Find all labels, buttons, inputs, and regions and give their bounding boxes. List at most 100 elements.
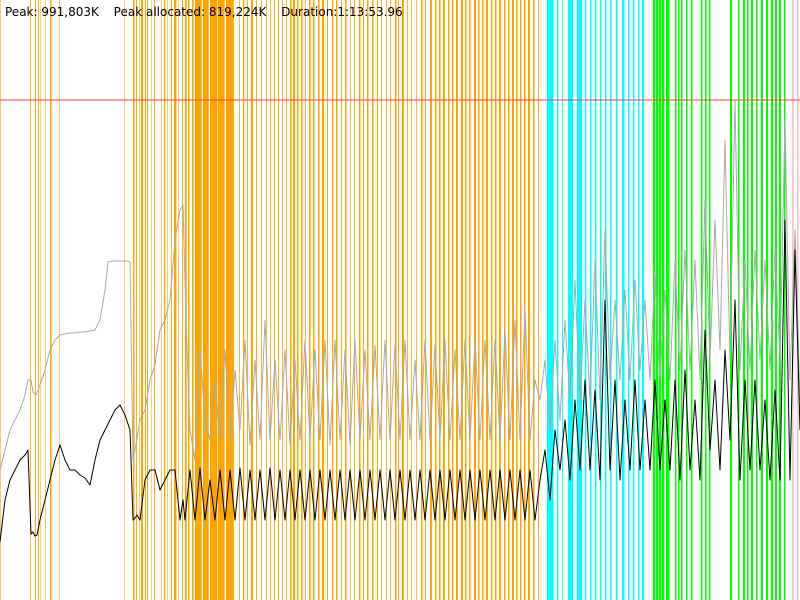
- orange-band-50: [309, 0, 311, 600]
- orange-band-76: [425, 0, 426, 600]
- orange-band-21: [174, 0, 177, 600]
- orange-band-82: [452, 0, 454, 600]
- cyan-band-1: [557, 0, 559, 600]
- cyan-band-13: [628, 0, 630, 600]
- orange-band-31: [226, 0, 234, 600]
- orange-band-101: [533, 0, 535, 600]
- orange-band-42: [278, 0, 279, 600]
- orange-band-74: [416, 0, 417, 600]
- orange-band-39: [266, 0, 267, 600]
- orange-band-41: [274, 0, 275, 600]
- orange-band-28: [203, 0, 209, 600]
- green-band-22: [775, 0, 777, 600]
- orange-band-30: [218, 0, 225, 600]
- orange-band-9: [133, 0, 135, 600]
- series-lines: [0, 99, 800, 543]
- green-band-4: [666, 0, 670, 600]
- orange-band-98: [520, 0, 522, 600]
- peak-label: Peak: 991,803K: [5, 5, 99, 19]
- orange-band-90: [486, 0, 488, 600]
- orange-band-8: [124, 0, 125, 600]
- orange-band-34: [243, 0, 245, 600]
- cyan-band-11: [616, 0, 618, 600]
- orange-band-25: [188, 0, 190, 600]
- orange-band-13: [145, 0, 146, 600]
- cyan-band-8: [600, 0, 602, 600]
- orange-band-3: [38, 0, 39, 600]
- orange-band-17: [161, 0, 162, 600]
- orange-band-102: [538, 0, 539, 600]
- orange-band-68: [390, 0, 391, 600]
- orange-band-5: [45, 0, 46, 600]
- green-band-7: [681, 0, 683, 600]
- cyan-band-12: [622, 0, 625, 600]
- orange-band-4: [40, 0, 41, 600]
- orange-band-58: [345, 0, 347, 600]
- orange-band-92: [495, 0, 497, 600]
- orange-band-35: [247, 0, 248, 600]
- orange-band-32: [233, 0, 234, 600]
- pink-band-1: [797, 0, 799, 600]
- cyan-band-2: [562, 0, 563, 600]
- green-band-16: [747, 0, 749, 600]
- orange-band-37: [256, 0, 257, 600]
- orange-band-66: [381, 0, 382, 600]
- cyan-band-5: [585, 0, 587, 600]
- orange-band-10: [136, 0, 137, 600]
- green-band-2: [659, 0, 662, 600]
- cyan-band-9: [605, 0, 607, 600]
- orange-band-2: [35, 0, 36, 600]
- orange-band-44: [286, 0, 287, 600]
- green-band-19: [761, 0, 763, 600]
- orange-band-33: [239, 0, 240, 600]
- orange-band-1: [30, 0, 31, 600]
- orange-band-47: [297, 0, 299, 600]
- orange-band-73: [411, 0, 412, 600]
- orange-band-86: [469, 0, 471, 600]
- orange-band-65: [377, 0, 378, 600]
- orange-band-6: [50, 0, 52, 600]
- orange-band-14: [147, 0, 148, 600]
- orange-band-54: [327, 0, 328, 600]
- orange-band-56: [336, 0, 338, 600]
- orange-band-61: [359, 0, 361, 600]
- orange-band-57: [341, 0, 342, 600]
- cyan-band-16: [642, 0, 644, 600]
- orange-band-29: [210, 0, 218, 600]
- green-band-23: [779, 0, 781, 600]
- orange-band-100: [528, 0, 530, 600]
- allocated-memory-line: [0, 219, 800, 543]
- cyan-band-7: [595, 0, 597, 600]
- orange-band-75: [421, 0, 423, 600]
- orange-band-63: [367, 0, 369, 600]
- green-band-12: [709, 0, 711, 600]
- orange-band-11: [139, 0, 140, 600]
- orange-band-96: [512, 0, 514, 600]
- green-band-1: [656, 0, 659, 600]
- orange-band-36: [251, 0, 253, 600]
- cyan-band-6: [590, 0, 592, 600]
- orange-band-69: [395, 0, 397, 600]
- orange-band-64: [372, 0, 374, 600]
- orange-band-62: [363, 0, 364, 600]
- orange-band-87: [474, 0, 476, 600]
- green-band-11: [705, 0, 707, 600]
- orange-band-67: [386, 0, 387, 600]
- orange-band-55: [332, 0, 334, 600]
- orange-band-0: [0, 0, 1, 600]
- total-memory-line: [0, 99, 800, 471]
- orange-band-85: [465, 0, 467, 600]
- orange-band-95: [508, 0, 510, 600]
- orange-band-83: [456, 0, 458, 600]
- orange-band-46: [293, 0, 295, 600]
- orange-band-18: [164, 0, 166, 600]
- orange-band-77: [430, 0, 432, 600]
- orange-band-89: [482, 0, 484, 600]
- green-band-9: [691, 0, 693, 600]
- orange-band-93: [499, 0, 501, 600]
- orange-band-26: [192, 0, 194, 600]
- orange-band-23: [182, 0, 183, 600]
- orange-band-27: [195, 0, 202, 600]
- orange-band-53: [322, 0, 324, 600]
